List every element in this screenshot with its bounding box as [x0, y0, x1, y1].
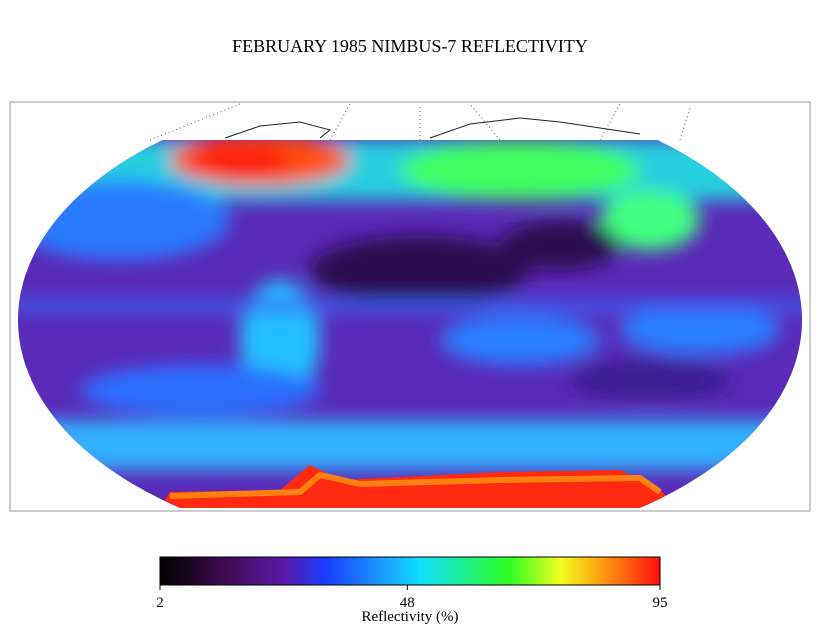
map-frame [9, 101, 811, 512]
coastline [224, 117, 641, 139]
colorbar-tick-label: 48 [400, 595, 415, 611]
title: FEBRUARY 1985 NIMBUS-7 REFLECTIVITY [232, 36, 588, 56]
graticule [149, 103, 691, 141]
map [18, 103, 802, 508]
colorbar-tick-label: 2 [156, 595, 164, 611]
colorbar-label: Reflectivity (%) [361, 609, 458, 625]
colorbar [159, 556, 661, 586]
colorbar-tick-label: 95 [653, 595, 668, 611]
